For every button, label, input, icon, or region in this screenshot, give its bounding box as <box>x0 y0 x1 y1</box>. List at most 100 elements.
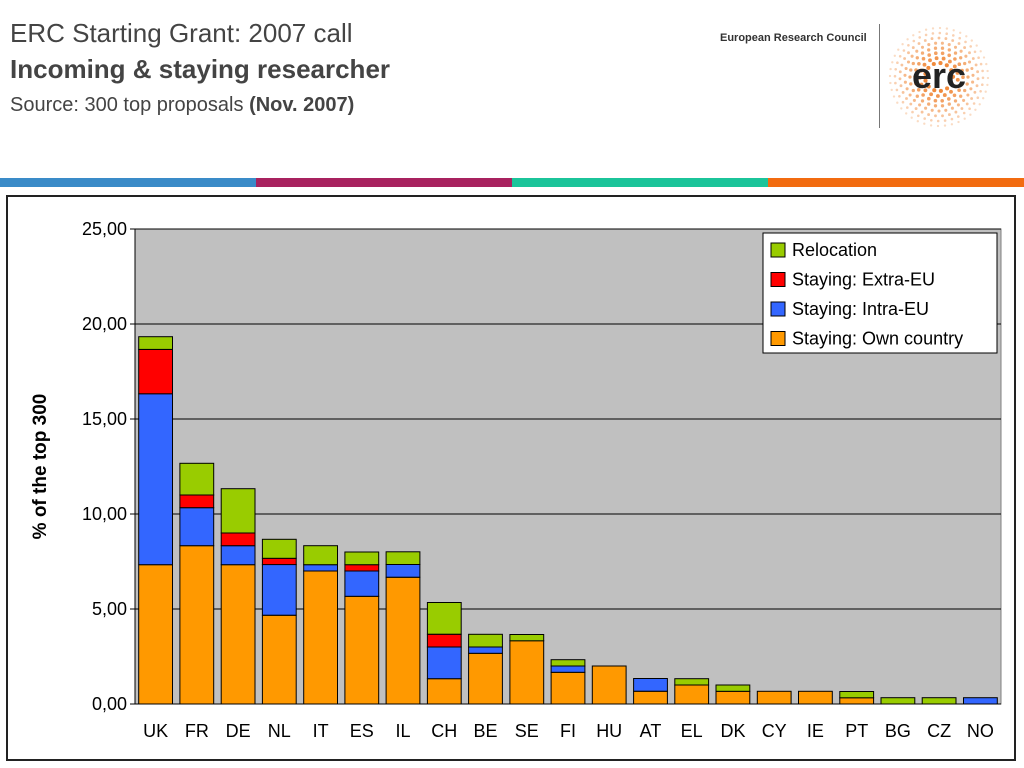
logo-dot <box>986 76 990 80</box>
logo-dot <box>927 113 931 117</box>
bar-segment <box>220 532 256 547</box>
logo-dot <box>985 62 988 66</box>
logo-dot <box>963 117 966 120</box>
logo-dot <box>941 114 944 118</box>
bar-segment <box>426 678 462 705</box>
legend-swatch <box>770 272 786 287</box>
logo-dot <box>956 103 960 107</box>
logo-dot <box>981 76 985 80</box>
logo-dot <box>957 42 961 45</box>
logo-dot <box>909 82 913 86</box>
logo-dot <box>982 56 986 59</box>
logo-dot <box>971 80 975 84</box>
logo-dot <box>909 68 913 72</box>
logo-dot <box>912 39 916 43</box>
logo-dot <box>986 69 989 73</box>
legend-swatch <box>770 242 786 258</box>
logo-dot <box>965 82 969 86</box>
bar-segment <box>715 690 751 705</box>
logo-dot <box>915 56 919 60</box>
logo-dot <box>931 61 936 67</box>
logo-dot <box>905 97 908 100</box>
logo-dot <box>918 75 922 80</box>
y-tick-labels: 0,00 5,00 10,00 15,00 20,00 25,00 <box>82 219 127 714</box>
logo-dot <box>968 51 971 55</box>
logo-dot <box>889 81 892 85</box>
logo-dot <box>903 73 907 77</box>
bar-segment <box>220 545 256 566</box>
logo-dot <box>899 84 903 88</box>
bar-segment <box>839 697 875 705</box>
logo-dot <box>926 65 931 70</box>
logo-dot <box>897 48 900 51</box>
logo-dot <box>909 102 913 106</box>
logo-dot <box>920 99 925 103</box>
logo-dot <box>944 37 948 41</box>
logo-dot <box>938 88 943 93</box>
logo-dot <box>934 41 938 45</box>
logo-dot <box>947 59 952 64</box>
logo-dot <box>943 119 947 122</box>
logo-text: erc <box>912 55 966 96</box>
logo-dot <box>965 35 968 38</box>
bar-segment <box>468 633 503 648</box>
logo-dot <box>979 50 982 53</box>
y-tick-label: 10,00 <box>82 504 127 524</box>
logo-dot <box>972 102 976 105</box>
logo-dot <box>930 108 934 112</box>
bar-segment <box>138 349 173 395</box>
bar-segment <box>550 671 586 705</box>
logo-dot <box>969 87 973 91</box>
logo-dot <box>979 62 983 66</box>
bar-segment <box>715 684 751 692</box>
logo-dot <box>969 45 972 48</box>
x-tick-label: PT <box>845 721 868 741</box>
logo-dot <box>927 43 931 47</box>
logo-dot <box>949 89 953 94</box>
logo-dot <box>945 27 949 30</box>
logo-dot <box>915 94 919 98</box>
logo-dot <box>892 95 896 98</box>
logo-dot <box>901 90 905 94</box>
x-tick-label: IE <box>807 721 824 741</box>
bar-segment <box>468 646 503 654</box>
logo-dot <box>949 81 954 86</box>
logo-dot <box>959 31 962 34</box>
logo-dot <box>898 70 902 74</box>
logo-dot <box>898 77 902 81</box>
logo-dot <box>890 88 893 92</box>
logo-dot <box>912 34 915 37</box>
logo-dot <box>891 61 894 64</box>
logo-dot <box>957 62 962 66</box>
logo-dot <box>966 93 970 97</box>
bar-segment <box>756 690 792 705</box>
logo-dot <box>929 92 934 97</box>
logo-dot <box>962 111 966 115</box>
x-tick-label: ES <box>350 721 374 741</box>
bar-segment <box>839 691 875 699</box>
logo-dot <box>947 113 951 117</box>
logo-dot <box>963 46 967 50</box>
logo-dot <box>959 94 963 98</box>
logo-dot <box>977 56 980 59</box>
x-tick-label: HU <box>596 721 622 741</box>
logo-dot <box>921 56 926 61</box>
logo-dot <box>953 45 958 49</box>
logo-dot <box>924 33 928 37</box>
bar-segment <box>344 564 380 572</box>
x-tick-label: FI <box>560 721 576 741</box>
x-tick-label: CZ <box>927 721 951 741</box>
logo-dot <box>936 124 940 128</box>
logo-dot <box>924 106 928 110</box>
logo-dot <box>911 88 915 93</box>
x-tick-label: IT <box>313 721 329 741</box>
logo-dot-ring <box>888 26 990 128</box>
legend: Relocation Staying: Extra-EU Staying: Intr… <box>762 232 998 354</box>
bar-segment <box>633 690 668 705</box>
logo-dot <box>960 68 964 73</box>
logo-dot <box>981 69 984 73</box>
bar-segment <box>261 564 297 616</box>
chart-frame: 0,00 5,00 10,00 15,00 20,00 25,00 UK FR DE NL IT E… <box>6 195 1016 761</box>
legend-label: Staying: Extra-EU <box>792 270 935 290</box>
logo-dot <box>960 82 964 86</box>
